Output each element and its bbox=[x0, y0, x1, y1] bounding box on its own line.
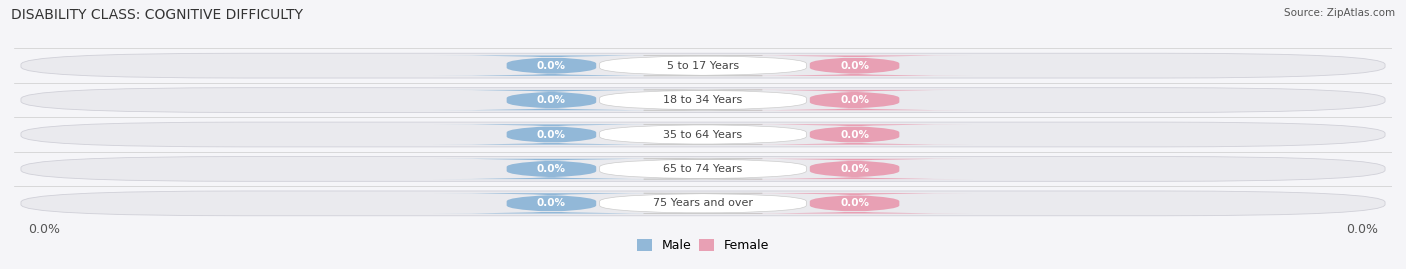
FancyBboxPatch shape bbox=[21, 53, 1385, 78]
FancyBboxPatch shape bbox=[433, 124, 669, 145]
FancyBboxPatch shape bbox=[433, 90, 669, 110]
Text: Source: ZipAtlas.com: Source: ZipAtlas.com bbox=[1284, 8, 1395, 18]
FancyBboxPatch shape bbox=[599, 90, 807, 110]
FancyBboxPatch shape bbox=[21, 157, 1385, 181]
Text: 0.0%: 0.0% bbox=[537, 164, 567, 174]
Text: 0.0%: 0.0% bbox=[28, 223, 60, 236]
Text: 0.0%: 0.0% bbox=[537, 198, 567, 208]
Text: 0.0%: 0.0% bbox=[839, 95, 869, 105]
FancyBboxPatch shape bbox=[433, 55, 669, 76]
FancyBboxPatch shape bbox=[599, 124, 807, 145]
FancyBboxPatch shape bbox=[433, 193, 669, 214]
FancyBboxPatch shape bbox=[737, 90, 973, 110]
FancyBboxPatch shape bbox=[21, 88, 1385, 112]
FancyBboxPatch shape bbox=[737, 124, 973, 145]
FancyBboxPatch shape bbox=[433, 159, 669, 179]
Text: 5 to 17 Years: 5 to 17 Years bbox=[666, 61, 740, 71]
Text: 0.0%: 0.0% bbox=[839, 164, 869, 174]
FancyBboxPatch shape bbox=[21, 191, 1385, 216]
Text: 0.0%: 0.0% bbox=[1346, 223, 1378, 236]
Text: 18 to 34 Years: 18 to 34 Years bbox=[664, 95, 742, 105]
FancyBboxPatch shape bbox=[599, 193, 807, 214]
FancyBboxPatch shape bbox=[21, 122, 1385, 147]
Text: 0.0%: 0.0% bbox=[839, 198, 869, 208]
FancyBboxPatch shape bbox=[599, 159, 807, 179]
Text: 0.0%: 0.0% bbox=[537, 95, 567, 105]
FancyBboxPatch shape bbox=[737, 55, 973, 76]
FancyBboxPatch shape bbox=[737, 193, 973, 214]
Text: 0.0%: 0.0% bbox=[537, 129, 567, 140]
Text: 0.0%: 0.0% bbox=[839, 129, 869, 140]
Legend: Male, Female: Male, Female bbox=[637, 239, 769, 252]
FancyBboxPatch shape bbox=[599, 55, 807, 76]
Text: 75 Years and over: 75 Years and over bbox=[652, 198, 754, 208]
FancyBboxPatch shape bbox=[737, 159, 973, 179]
Text: 0.0%: 0.0% bbox=[537, 61, 567, 71]
Text: 35 to 64 Years: 35 to 64 Years bbox=[664, 129, 742, 140]
Text: 0.0%: 0.0% bbox=[839, 61, 869, 71]
Text: 65 to 74 Years: 65 to 74 Years bbox=[664, 164, 742, 174]
Text: DISABILITY CLASS: COGNITIVE DIFFICULTY: DISABILITY CLASS: COGNITIVE DIFFICULTY bbox=[11, 8, 304, 22]
